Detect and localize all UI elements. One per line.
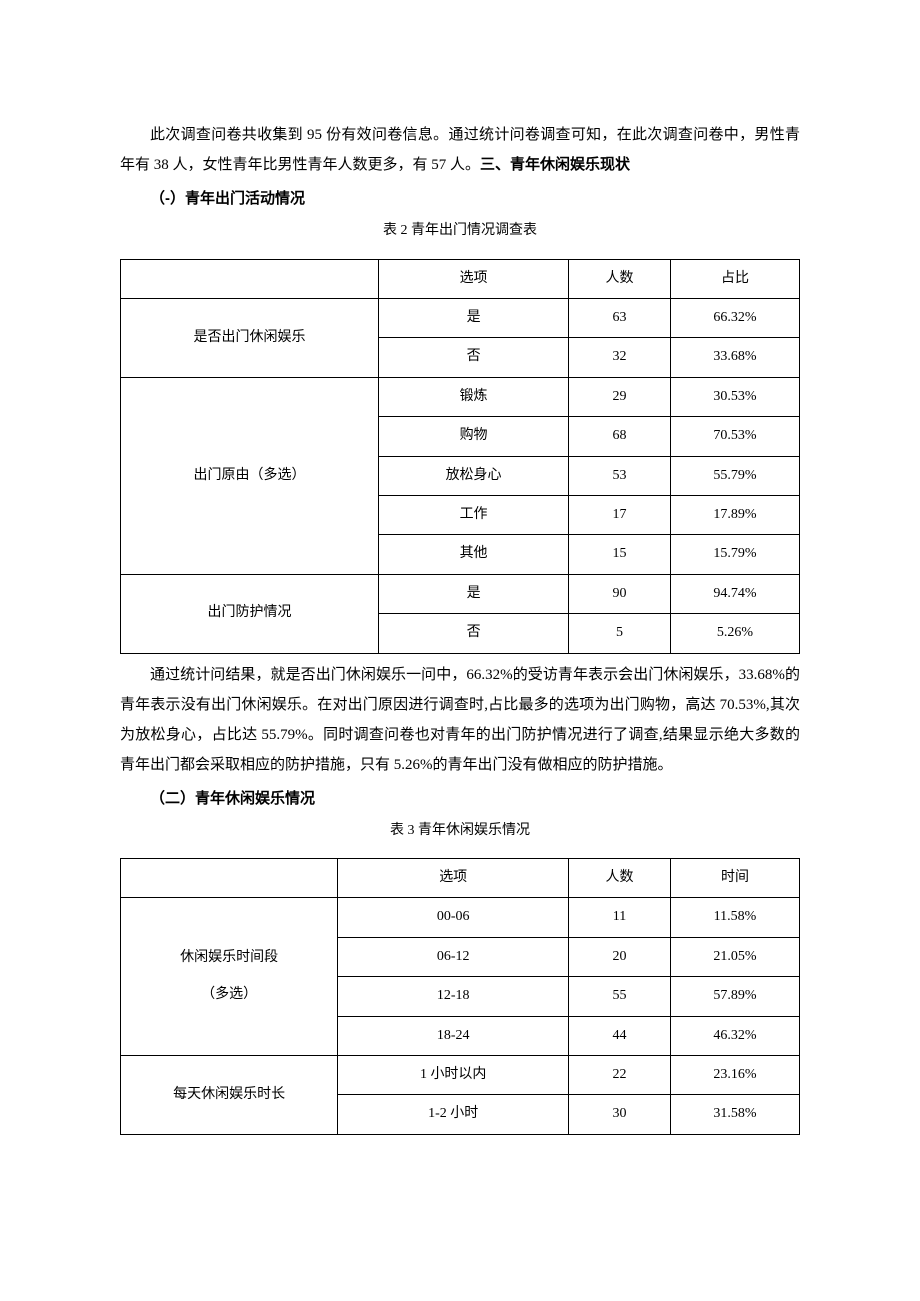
cell-opt: 锻炼 <box>379 377 569 416</box>
cell-pct: 11.58% <box>670 898 799 937</box>
cell-opt: 其他 <box>379 535 569 574</box>
cell-opt: 18-24 <box>338 1016 569 1055</box>
cell-opt: 1 小时以内 <box>338 1056 569 1095</box>
cell-pct: 33.68% <box>670 338 799 377</box>
cell-pct: 21.05% <box>670 937 799 976</box>
table-row: 是否出门休闲娱乐 是 63 66.32% <box>121 298 800 337</box>
cell-cnt: 15 <box>569 535 671 574</box>
group-label: 是否出门休闲娱乐 <box>121 298 379 377</box>
group-label-line2: （多选） <box>201 987 257 1002</box>
cell-cnt: 30 <box>569 1095 671 1134</box>
cell-opt: 是 <box>379 298 569 337</box>
cell-opt: 是 <box>379 574 569 613</box>
header-pct: 时间 <box>670 859 799 898</box>
cell-pct: 70.53% <box>670 417 799 456</box>
cell-cnt: 20 <box>569 937 671 976</box>
cell-opt: 否 <box>379 338 569 377</box>
section-title-3: 三、青年休闲娱乐现状 <box>480 156 630 173</box>
group-label: 出门防护情况 <box>121 574 379 653</box>
page: 此次调查问卷共收集到 95 份有效问卷信息。通过统计问卷调查可知，在此次调查问卷… <box>0 0 920 1301</box>
cell-cnt: 68 <box>569 417 671 456</box>
cell-opt: 工作 <box>379 495 569 534</box>
header-opt: 选项 <box>379 259 569 298</box>
cell-cnt: 22 <box>569 1056 671 1095</box>
cell-pct: 31.58% <box>670 1095 799 1134</box>
cell-opt: 1-2 小时 <box>338 1095 569 1134</box>
group-label: 出门原由（多选） <box>121 377 379 574</box>
cell-opt: 06-12 <box>338 937 569 976</box>
group-label-line1: 休闲娱乐时间段 <box>180 950 278 965</box>
cell-pct: 66.32% <box>670 298 799 337</box>
cell-cnt: 32 <box>569 338 671 377</box>
header-blank <box>121 259 379 298</box>
table-row: 选项 人数 时间 <box>121 859 800 898</box>
cell-cnt: 5 <box>569 614 671 653</box>
subheading-1: （-）青年出门活动情况 <box>120 184 800 214</box>
header-opt: 选项 <box>338 859 569 898</box>
cell-pct: 23.16% <box>670 1056 799 1095</box>
header-cnt: 人数 <box>569 859 671 898</box>
cell-pct: 46.32% <box>670 1016 799 1055</box>
cell-cnt: 44 <box>569 1016 671 1055</box>
table-row: 每天休闲娱乐时长 1 小时以内 22 23.16% <box>121 1056 800 1095</box>
cell-opt: 否 <box>379 614 569 653</box>
cell-cnt: 90 <box>569 574 671 613</box>
cell-opt: 放松身心 <box>379 456 569 495</box>
cell-cnt: 55 <box>569 977 671 1016</box>
cell-pct: 15.79% <box>670 535 799 574</box>
header-pct: 占比 <box>670 259 799 298</box>
cell-pct: 5.26% <box>670 614 799 653</box>
intro-text: 此次调查问卷共收集到 95 份有效问卷信息。通过统计问卷调查可知，在此次调查问卷… <box>120 127 800 173</box>
cell-cnt: 53 <box>569 456 671 495</box>
table-row: 出门原由（多选） 锻炼 29 30.53% <box>121 377 800 416</box>
table3-caption: 表 3 青年休闲娱乐情况 <box>120 818 800 845</box>
cell-pct: 30.53% <box>670 377 799 416</box>
paragraph-intro: 此次调查问卷共收集到 95 份有效问卷信息。通过统计问卷调查可知，在此次调查问卷… <box>120 120 800 180</box>
table-row: 出门防护情况 是 90 94.74% <box>121 574 800 613</box>
cell-pct: 94.74% <box>670 574 799 613</box>
header-cnt: 人数 <box>569 259 671 298</box>
paragraph-analysis-2: 通过统计问结果，就是否出门休闲娱乐一问中，66.32%的受访青年表示会出门休闲娱… <box>120 660 800 780</box>
cell-cnt: 63 <box>569 298 671 337</box>
cell-cnt: 29 <box>569 377 671 416</box>
table-row: 休闲娱乐时间段 （多选） 00-06 11 11.58% <box>121 898 800 937</box>
cell-pct: 55.79% <box>670 456 799 495</box>
table-2: 选项 人数 占比 是否出门休闲娱乐 是 63 66.32% 否 32 33.68… <box>120 259 800 654</box>
group-label: 每天休闲娱乐时长 <box>121 1056 338 1135</box>
cell-cnt: 11 <box>569 898 671 937</box>
cell-pct: 57.89% <box>670 977 799 1016</box>
header-blank <box>121 859 338 898</box>
cell-opt: 12-18 <box>338 977 569 1016</box>
table-3: 选项 人数 时间 休闲娱乐时间段 （多选） 00-06 11 11.58% 06… <box>120 858 800 1135</box>
cell-pct: 17.89% <box>670 495 799 534</box>
group-label: 休闲娱乐时间段 （多选） <box>121 898 338 1056</box>
cell-cnt: 17 <box>569 495 671 534</box>
cell-opt: 00-06 <box>338 898 569 937</box>
table2-caption: 表 2 青年出门情况调查表 <box>120 218 800 245</box>
cell-opt: 购物 <box>379 417 569 456</box>
table-row: 选项 人数 占比 <box>121 259 800 298</box>
subheading-2: （二）青年休闲娱乐情况 <box>120 784 800 814</box>
